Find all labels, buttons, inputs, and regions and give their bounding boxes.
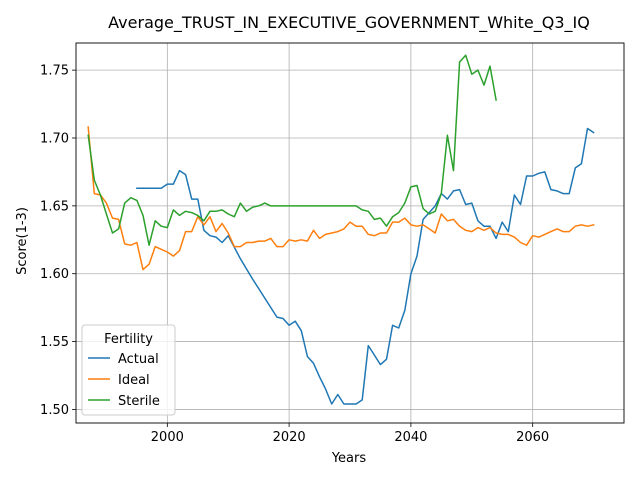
series-line-sterile	[87, 54, 497, 246]
grid	[76, 43, 624, 423]
y-tick-label: 1.55	[40, 335, 69, 350]
y-tick-label: 1.70	[40, 132, 69, 147]
legend-label-actual: Actual	[118, 352, 159, 367]
legend-title: Fertility	[104, 332, 153, 347]
y-tick-label: 1.50	[40, 403, 69, 418]
x-tick-label: 2000	[151, 430, 184, 445]
legend-label-ideal: Ideal	[118, 373, 150, 388]
x-axis-title: Years	[331, 451, 367, 466]
y-tick-label: 1.65	[40, 199, 69, 214]
plot-lines	[87, 54, 595, 405]
ticks: 2000 2020 2040 2060 1.50 1.55 1.60 1.65 1.70 1.75	[40, 64, 549, 445]
x-tick-label: 2060	[516, 430, 549, 445]
y-tick-label: 1.60	[40, 267, 69, 282]
y-tick-label: 1.75	[40, 64, 69, 79]
x-tick-label: 2040	[394, 430, 427, 445]
series-line-ideal	[87, 126, 595, 271]
legend-box	[81, 324, 176, 416]
legend-label-sterile: Sterile	[118, 394, 160, 409]
legend: Fertility Actual Ideal Sterile	[81, 324, 176, 416]
y-axis-title: Score(1-3)	[15, 207, 30, 275]
series-line-actual	[136, 127, 595, 405]
plot-frame	[75, 42, 625, 424]
x-tick-label: 2020	[273, 430, 306, 445]
chart-title: Average_TRUST_IN_EXECUTIVE_GOVERNMENT_Wh…	[108, 13, 590, 33]
